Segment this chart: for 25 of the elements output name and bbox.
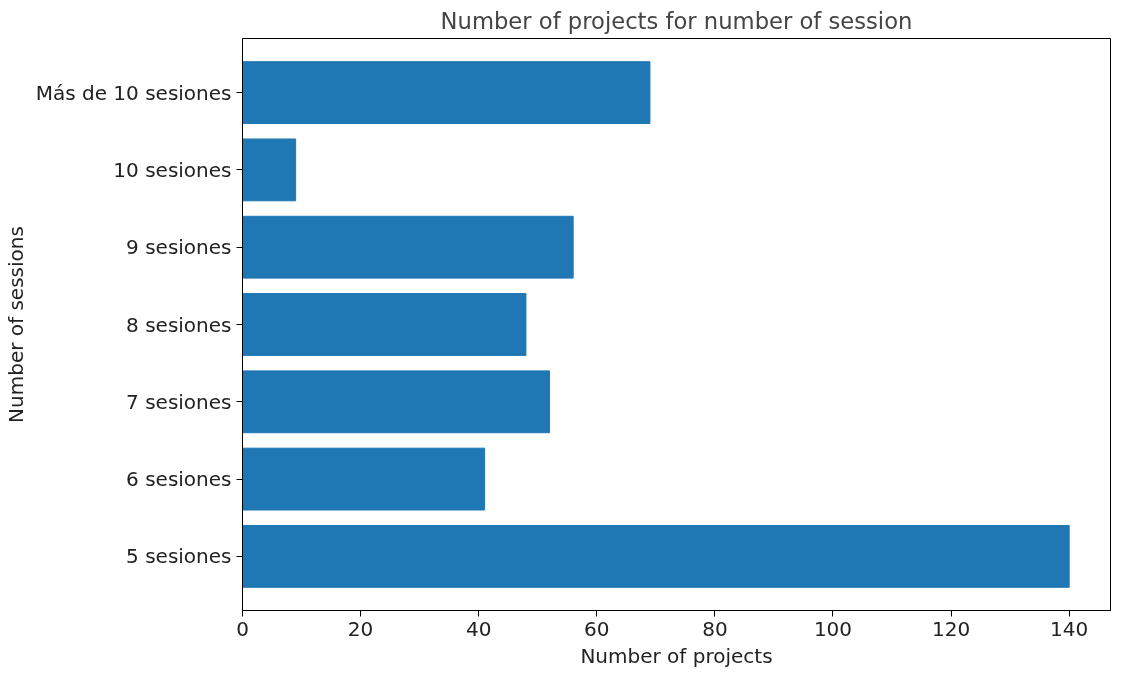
- bar: [242, 215, 574, 279]
- x-tick-label: 140: [1050, 616, 1089, 641]
- x-tick-label: 120: [931, 616, 971, 641]
- y-tick-label: 6 sesiones: [126, 467, 232, 492]
- bar: [242, 447, 486, 511]
- y-axis-title: Number of sessions: [3, 226, 28, 423]
- x-axis-title: Number of projects: [580, 643, 773, 668]
- y-tick-label: 7 sesiones: [126, 389, 232, 414]
- y-tick-label: 10 sesiones: [113, 157, 232, 182]
- y-tick-label: 8 sesiones: [126, 312, 232, 337]
- x-tick-label: 100: [813, 616, 853, 641]
- x-tick-label: 40: [465, 616, 492, 641]
- y-tick-label: 5 sesiones: [126, 544, 232, 569]
- x-tick-label: 20: [347, 616, 374, 641]
- bar: [242, 138, 297, 202]
- x-tick-label: 60: [584, 616, 610, 641]
- y-tick-label: 9 sesiones: [126, 235, 232, 260]
- bar: [242, 524, 1070, 588]
- chart-title: Number of projects for number of session: [440, 7, 913, 34]
- bar: [242, 293, 527, 356]
- bar: [242, 61, 651, 125]
- x-tick-label: 0: [236, 616, 249, 641]
- x-tick-label: 80: [702, 616, 728, 641]
- y-tick-label: Más de 10 sesiones: [35, 80, 232, 105]
- bar: [242, 370, 551, 434]
